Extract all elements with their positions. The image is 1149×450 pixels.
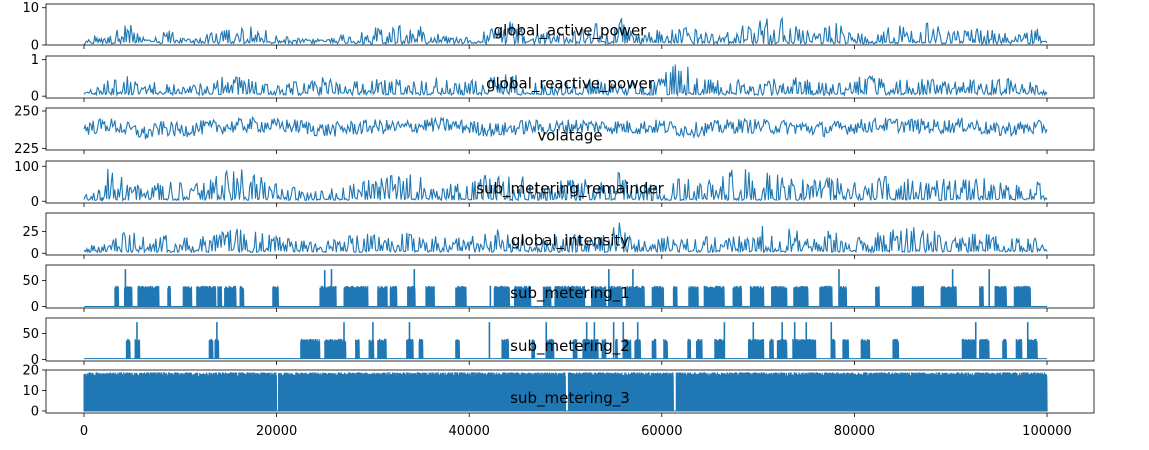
series-line-global_reactive_power xyxy=(83,64,1048,98)
axes-frame xyxy=(45,264,1095,309)
y-tick-label: 1 xyxy=(31,53,39,68)
subplot-global_active_power: 0 10 global_active_power xyxy=(22,1,1095,54)
y-tick-label: 0 xyxy=(31,404,39,419)
subplot-title: global_reactive_power xyxy=(486,74,655,93)
y-tick-label: 0 xyxy=(31,247,39,262)
axes-frame xyxy=(45,212,1095,256)
subplot-title: sub_metering_1 xyxy=(510,284,630,303)
y-tick-label: 10 xyxy=(22,384,39,399)
x-tick-label: 60000 xyxy=(641,424,682,439)
series-line-global_active_power xyxy=(83,16,1048,45)
series-line-volatage xyxy=(83,115,1048,140)
axes-frame xyxy=(45,160,1095,204)
subplot-title: sub_metering_remainder xyxy=(476,179,664,198)
y-tick-label: 20 xyxy=(22,364,39,379)
y-tick-label: 0 xyxy=(31,39,39,54)
subplot-title: global_active_power xyxy=(494,22,648,41)
y-tick-label: 10 xyxy=(22,1,39,16)
subplot-sub_metering_remainder: 0 100 sub_metering_remainder xyxy=(14,160,1095,210)
axes-frame xyxy=(45,3,1095,46)
x-tick-label: 40000 xyxy=(449,424,490,439)
subplot-volatage: 225 250 volatage xyxy=(14,105,1095,157)
subplot-sub_metering_2: 0 50 sub_metering_2 xyxy=(22,317,1095,368)
y-tick-label: 0 xyxy=(31,300,39,315)
y-tick-label: 0 xyxy=(31,195,39,210)
subplot-title: global_intensity xyxy=(511,231,629,250)
x-tick-label: 0 xyxy=(80,424,88,439)
y-tick-label: 100 xyxy=(14,160,39,175)
subplot-title: volatage xyxy=(537,126,602,144)
x-tick-label: 100000 xyxy=(1022,424,1072,439)
axes-frame xyxy=(45,55,1095,99)
subplot-sub_metering_3: 0 10 20 sub_metering_3 xyxy=(22,364,1095,419)
subplot-global_reactive_power: 0 1 global_reactive_power xyxy=(31,53,1095,105)
y-tick-label: 225 xyxy=(14,142,39,157)
axes-frame xyxy=(45,369,1095,414)
y-tick-label: 25 xyxy=(22,225,39,240)
x-tick-label: 20000 xyxy=(256,424,297,439)
axes-frame xyxy=(45,317,1095,362)
y-tick-label: 50 xyxy=(22,274,39,289)
subplot-sub_metering_1: 0 50 sub_metering_1 xyxy=(22,264,1095,315)
subplot-title: sub_metering_2 xyxy=(510,337,630,356)
y-tick-label: 50 xyxy=(22,327,39,342)
series-line-sub_metering_3 xyxy=(83,372,1048,412)
y-tick-label: 250 xyxy=(14,105,39,120)
subplot-title: sub_metering_3 xyxy=(510,389,630,408)
y-tick-label: 0 xyxy=(31,90,39,105)
series-line-sub_metering_2 xyxy=(84,338,1047,360)
series-line-sub_metering_1 xyxy=(84,285,1047,307)
series-line-global_intensity xyxy=(83,222,1048,255)
y-tick-label: 0 xyxy=(31,353,39,368)
series-line-sub_metering_remainder xyxy=(83,168,1048,202)
x-tick-label: 80000 xyxy=(834,424,875,439)
axes-frame xyxy=(45,107,1095,151)
subplot-global_intensity: 0 25 global_intensity xyxy=(22,212,1095,262)
